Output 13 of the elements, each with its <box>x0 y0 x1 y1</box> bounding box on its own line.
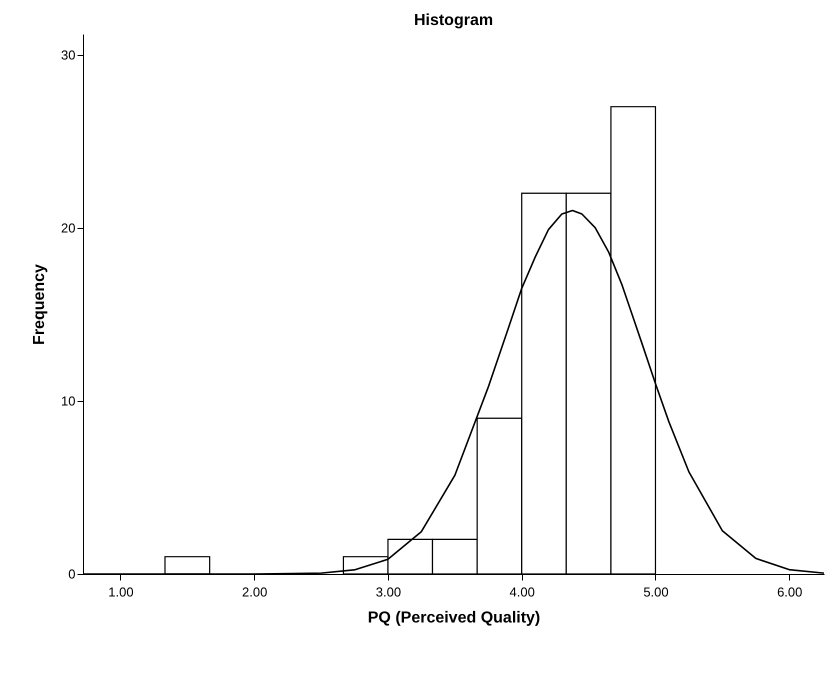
y-tick-label: 10 <box>61 393 76 408</box>
x-axis-title: PQ (Perceived Quality) <box>368 610 540 626</box>
x-tick-label: 2.00 <box>242 584 268 600</box>
x-tick-label: 6.00 <box>777 584 802 600</box>
x-tick-label: 4.00 <box>510 584 535 600</box>
x-tick-label: 5.00 <box>643 584 669 600</box>
y-axis-title: Frequency <box>31 264 48 345</box>
y-tick-label: 30 <box>61 47 76 62</box>
x-tick-label: 1.00 <box>108 584 134 600</box>
x-tick-label: 3.00 <box>376 584 402 600</box>
y-tick-label: 0 <box>68 566 76 582</box>
y-tick-label: 20 <box>61 220 76 236</box>
chart-title: Histogram <box>414 12 494 29</box>
